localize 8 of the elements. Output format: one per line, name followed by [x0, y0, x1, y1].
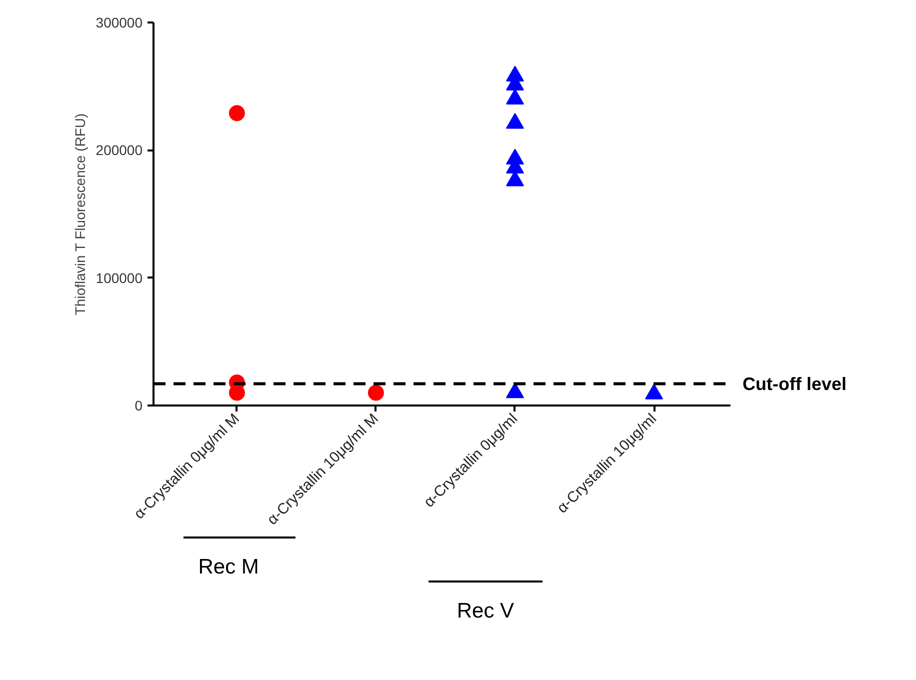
text: Rec M: [198, 556, 259, 578]
y-tick-label: 0: [134, 398, 143, 414]
y-axis-title: Thioflavin T Fluorescence (RFU): [72, 113, 88, 316]
y-tick-label: 300000: [96, 14, 143, 30]
text: Rec V: [456, 600, 514, 622]
y-tick-label: 100000: [96, 270, 143, 286]
ref-line-label: Cut-off level: [742, 374, 847, 394]
y-tick-label: 200000: [96, 142, 143, 158]
